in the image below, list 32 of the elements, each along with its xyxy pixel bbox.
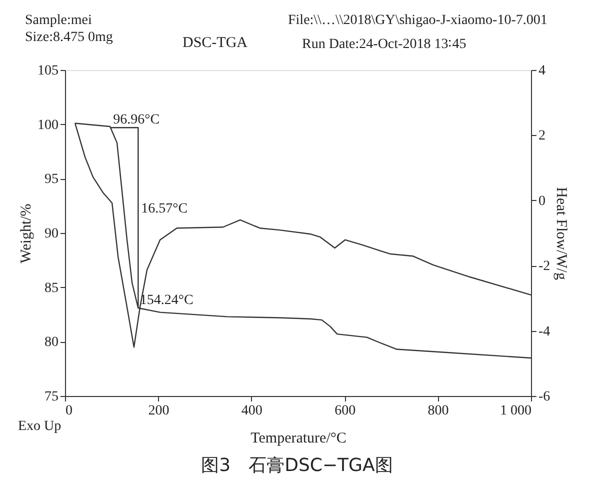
y2-tick-label: -4 — [538, 324, 550, 340]
y-tick-label: 90 — [44, 226, 58, 242]
annotation: 16.57°C — [141, 202, 188, 217]
y2-tick-label: -2 — [538, 259, 550, 274]
y2-tick-label: 0 — [538, 194, 546, 209]
y2-tick-label: 4 — [538, 64, 546, 78]
text: File:\\…\\2018\GY\shigao-J-xiaomo-10-7.001 — [288, 13, 548, 28]
x-tick-label: 800 — [428, 404, 449, 418]
x-tick-label: 400 — [241, 404, 262, 418]
x-tick-label: 0 — [66, 404, 72, 418]
text: Size:8.475 0mg — [25, 30, 113, 45]
y-tick-label: 80 — [44, 335, 58, 350]
text: Run Date:24-Oct-2018 13∶45 — [302, 37, 466, 52]
annotation: 154.24°C — [140, 292, 194, 308]
y2-tick-label: 2 — [538, 128, 546, 144]
y-tick-label: 100 — [38, 118, 58, 133]
y-tick-label: 95 — [44, 172, 58, 188]
x-axis-title: Temperature/°C — [250, 430, 346, 446]
y2-tick-label: -6 — [538, 390, 550, 404]
y-tick-label: 85 — [44, 280, 58, 296]
x-tick-label: 600 — [334, 404, 356, 418]
x-tick-label: 200 — [148, 404, 170, 418]
chart-title: DSC-TGA — [182, 35, 248, 51]
annotation: 96.96°C — [113, 112, 160, 128]
x-tick-label: 1 000 — [500, 404, 532, 418]
y-tick-label: 75 — [44, 390, 58, 404]
text: Exo Up — [18, 419, 62, 434]
y-tick-label: 105 — [38, 64, 58, 78]
caption: 图3 石膏DSC−TGA图 — [201, 455, 393, 476]
text: Sample:mei — [25, 13, 92, 28]
y2-axis-title: Heat Flow/W/g — [553, 187, 570, 280]
y-axis-title: Weight/% — [18, 204, 34, 264]
